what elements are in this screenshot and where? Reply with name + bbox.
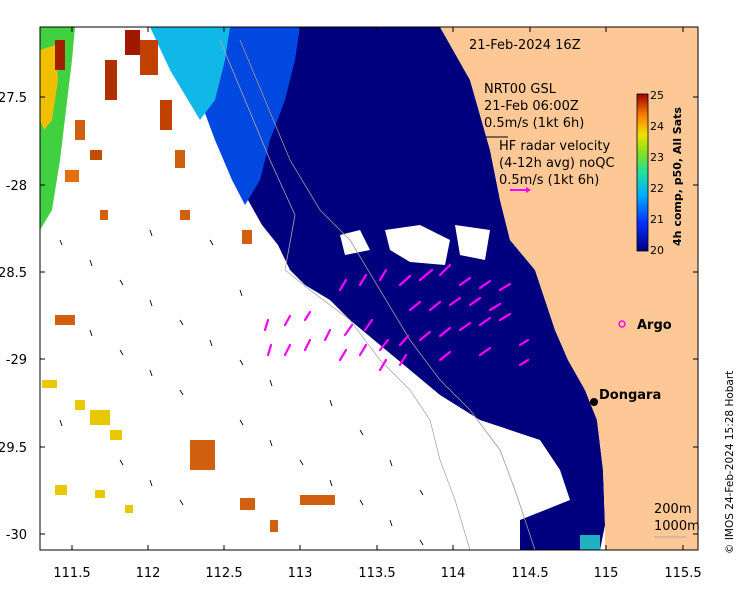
x-tick-label: 114.5 xyxy=(511,566,548,581)
y-tick-label: -29 xyxy=(6,353,27,368)
dongara-label: Dongara xyxy=(599,388,661,403)
x-tick-label: 111.5 xyxy=(53,566,90,581)
argo-marker xyxy=(618,320,626,328)
x-tick-label: 113 xyxy=(288,566,313,581)
contour-1000m xyxy=(219,39,471,550)
y-axis xyxy=(40,96,698,535)
map-title: 21-Feb-2024 16Z xyxy=(469,38,581,53)
x-tick-label: 112.5 xyxy=(205,566,242,581)
colorbar-tick: 25 xyxy=(650,89,664,102)
y-tick-labels: -27.5 -28 -28.5 -29 -29.5 -30 xyxy=(0,91,27,543)
x-tick-label: 113.5 xyxy=(358,566,395,581)
contour-200m xyxy=(239,39,536,550)
sst-warm-speckles xyxy=(55,30,335,532)
hf-label: HF radar velocity xyxy=(499,139,611,154)
sst-yellow-strip xyxy=(40,45,58,130)
place-dongara: Dongara xyxy=(590,388,661,406)
colorbar-tick: 24 xyxy=(650,120,664,133)
nrt-label: NRT00 GSL xyxy=(484,82,557,97)
colorbar-tick: 21 xyxy=(650,213,664,226)
model-vectors xyxy=(59,229,424,546)
sst-cyan-speckle xyxy=(580,535,600,550)
hf-radar-vectors xyxy=(263,263,530,372)
y-tick-label: -27.5 xyxy=(0,91,27,106)
hf-scale-arrowhead xyxy=(526,187,531,193)
hf-scale: 0.5m/s (1kt 6h) xyxy=(499,173,599,188)
x-tick-labels: 111.5 112 112.5 113 113.5 114 114.5 115 … xyxy=(53,566,701,581)
x-tick-label: 115.5 xyxy=(664,566,701,581)
plot-frame xyxy=(39,26,699,551)
sst-gaps xyxy=(340,225,490,265)
x-axis xyxy=(71,27,684,550)
y-tick-label: -29.5 xyxy=(0,441,27,456)
y-tick-label: -28 xyxy=(6,179,27,194)
place-argo: Argo xyxy=(618,318,672,333)
land xyxy=(440,27,698,550)
colorbar-title: 4h comp, p50, All Sats xyxy=(671,107,684,246)
contour-200m-label: 200m xyxy=(654,502,691,517)
sst-cold-band xyxy=(248,27,605,550)
colorbar-tick: 22 xyxy=(650,182,664,195)
contour-1000m-label: 1000m xyxy=(654,519,700,534)
sst-yellow-speckles xyxy=(42,380,133,513)
dongara-marker xyxy=(590,398,598,406)
x-tick-label: 114 xyxy=(441,566,466,581)
x-tick-label: 112 xyxy=(136,566,161,581)
credit-text: © IMOS 24-Feb-2024 15:28 Hobart xyxy=(724,371,736,554)
x-tick-label: 115 xyxy=(594,566,619,581)
legend: NRT00 GSL 21-Feb 06:00Z 0.5m/s (1kt 6h) … xyxy=(484,82,615,193)
nrt-time: 21-Feb 06:00Z xyxy=(484,99,579,114)
colorbar: 25 24 23 22 21 20 4h comp, p50, All Sats xyxy=(636,89,684,257)
hf-desc: (4-12h avg) noQC xyxy=(499,156,615,171)
nrt-scale: 0.5m/s (1kt 6h) xyxy=(484,116,584,131)
y-tick-label: -28.5 xyxy=(0,266,27,281)
colorbar-tick: 23 xyxy=(650,151,664,164)
sst-cyan-patch xyxy=(150,27,230,120)
colorbar-gradient xyxy=(636,93,649,252)
y-tick-label: -30 xyxy=(6,528,27,543)
argo-label: Argo xyxy=(637,318,672,333)
colorbar-tick: 20 xyxy=(650,244,664,257)
